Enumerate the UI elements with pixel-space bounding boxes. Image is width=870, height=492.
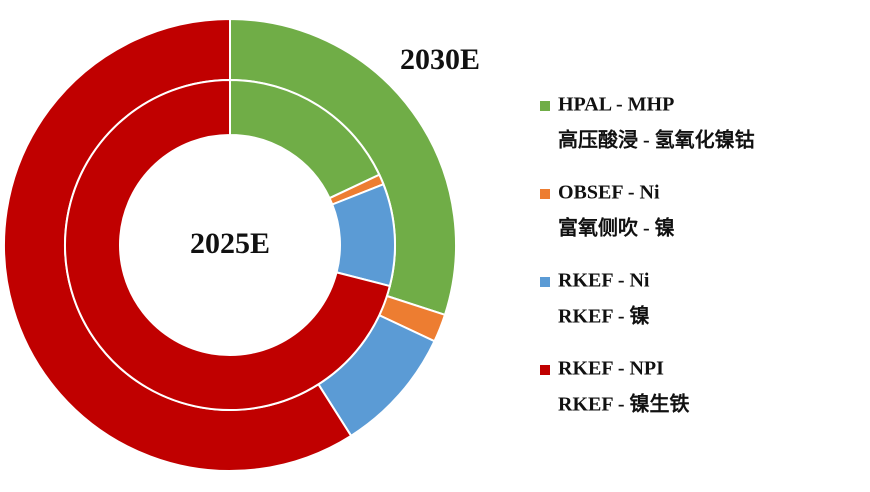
legend-sublabel: 富氧侧吹 - 镍: [558, 216, 675, 240]
legend-swatch: [540, 277, 550, 287]
legend-label: HPAL - MHP: [558, 94, 674, 116]
donut-segment: [64, 78, 392, 411]
inner-ring-label: 2025E: [190, 227, 270, 260]
legend: HPAL - MHP 高压酸浸 - 氢氧化镍钴 OBSEF - Ni 富氧侧吹 - 镍…: [540, 94, 755, 416]
legend-swatch: [540, 189, 550, 199]
outer-ring-label: 2030E: [400, 43, 480, 76]
rings: [3, 17, 457, 472]
legend-label: OBSEF - Ni: [558, 182, 660, 204]
legend-sublabel: RKEF - 镍: [558, 304, 649, 328]
legend-sublabel: 高压酸浸 - 氢氧化镍钴: [558, 128, 755, 152]
legend-label: RKEF - Ni: [558, 270, 650, 292]
legend-swatch: [540, 101, 550, 111]
legend-sublabel: RKEF - 镍生铁: [558, 392, 689, 416]
legend-swatch: [540, 365, 550, 375]
legend-label: RKEF - NPI: [558, 358, 664, 380]
